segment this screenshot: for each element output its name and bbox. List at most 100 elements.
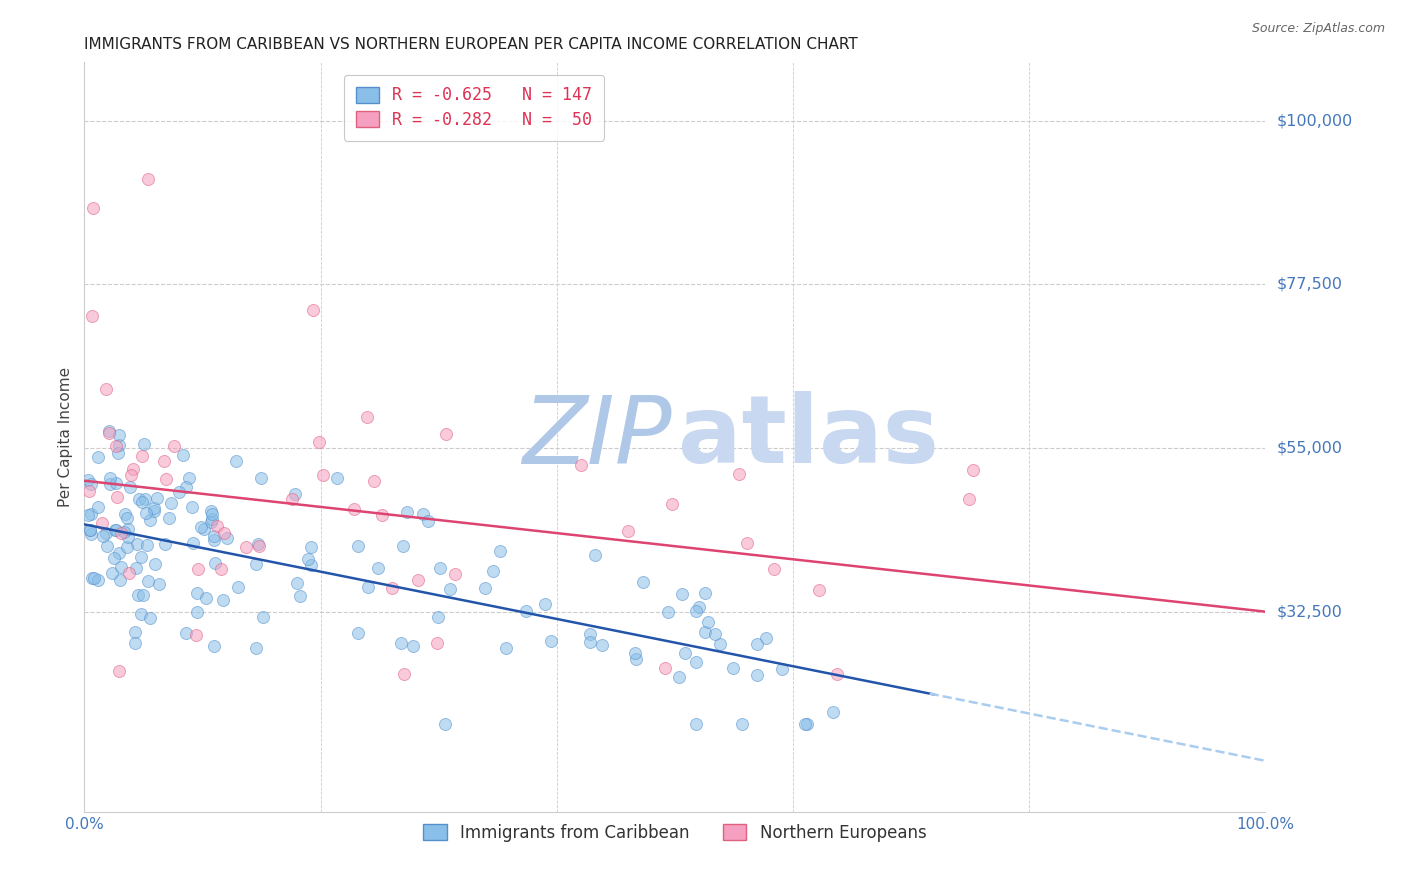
Point [157, 511, 180, 525]
Point [489, 544, 512, 558]
Point [136, 171, 159, 186]
Point [285, 576, 308, 591]
Point [110, 560, 132, 574]
Point [245, 640, 267, 655]
Point [143, 503, 166, 517]
Point [79, 523, 101, 537]
Point [155, 472, 177, 486]
Point [668, 670, 690, 684]
Point [363, 474, 385, 488]
Point [190, 520, 212, 534]
Point [408, 574, 430, 588]
Point [429, 561, 451, 575]
Point [83, 571, 105, 585]
Point [80, 571, 103, 585]
Point [77, 483, 100, 498]
Point [139, 513, 162, 527]
Point [200, 515, 222, 529]
Point [299, 540, 322, 554]
Point [172, 448, 194, 462]
Point [794, 717, 817, 731]
Point [433, 717, 456, 731]
Point [579, 627, 602, 641]
Point [202, 529, 225, 543]
Point [132, 588, 155, 602]
Point [94, 525, 117, 540]
Point [685, 604, 707, 618]
Point [132, 436, 155, 450]
Point [122, 461, 145, 475]
Point [104, 524, 127, 538]
Point [617, 524, 640, 539]
Point [226, 580, 249, 594]
Point [77, 473, 100, 487]
Point [94, 382, 117, 396]
Point [392, 666, 415, 681]
Point [412, 507, 434, 521]
Point [194, 591, 217, 606]
Point [110, 526, 132, 541]
Text: ZIP: ZIP [522, 392, 671, 483]
Point [723, 661, 745, 675]
Point [367, 560, 389, 574]
Point [301, 558, 323, 572]
Point [124, 624, 146, 639]
Point [97, 425, 120, 440]
Point [82, 201, 104, 215]
Text: $77,500: $77,500 [1277, 277, 1343, 292]
Point [135, 506, 157, 520]
Point [250, 471, 273, 485]
Point [297, 552, 319, 566]
Point [709, 637, 731, 651]
Point [347, 626, 370, 640]
Point [174, 480, 197, 494]
Point [136, 538, 159, 552]
Point [200, 503, 222, 517]
Point [515, 604, 537, 618]
Point [693, 625, 716, 640]
Point [108, 438, 131, 452]
Point [247, 539, 270, 553]
Point [371, 508, 394, 522]
Point [87, 450, 110, 464]
Point [688, 600, 710, 615]
Point [657, 605, 679, 619]
Point [90, 516, 112, 531]
Point [735, 536, 758, 550]
Point [427, 609, 450, 624]
Point [100, 566, 122, 580]
Point [136, 574, 159, 588]
Point [104, 439, 127, 453]
Point [308, 434, 330, 449]
Point [148, 576, 170, 591]
Point [661, 497, 683, 511]
Point [96, 540, 118, 554]
Point [186, 605, 208, 619]
Point [685, 655, 707, 669]
Point [281, 492, 304, 507]
Point [162, 439, 184, 453]
Point [214, 526, 236, 541]
Point [204, 639, 226, 653]
Point [205, 519, 228, 533]
Point [495, 640, 517, 655]
Point [169, 485, 191, 500]
Point [117, 540, 139, 554]
Point [118, 566, 141, 580]
Point [747, 667, 769, 681]
Point [673, 646, 696, 660]
Point [134, 491, 156, 506]
Point [439, 582, 461, 597]
Point [592, 638, 614, 652]
Point [685, 717, 707, 731]
Point [79, 527, 101, 541]
Point [703, 627, 725, 641]
Point [82, 309, 104, 323]
Point [770, 662, 793, 676]
Point [108, 573, 131, 587]
Point [77, 508, 100, 522]
Point [120, 467, 142, 482]
Point [209, 562, 232, 576]
Point [343, 502, 366, 516]
Point [125, 561, 148, 575]
